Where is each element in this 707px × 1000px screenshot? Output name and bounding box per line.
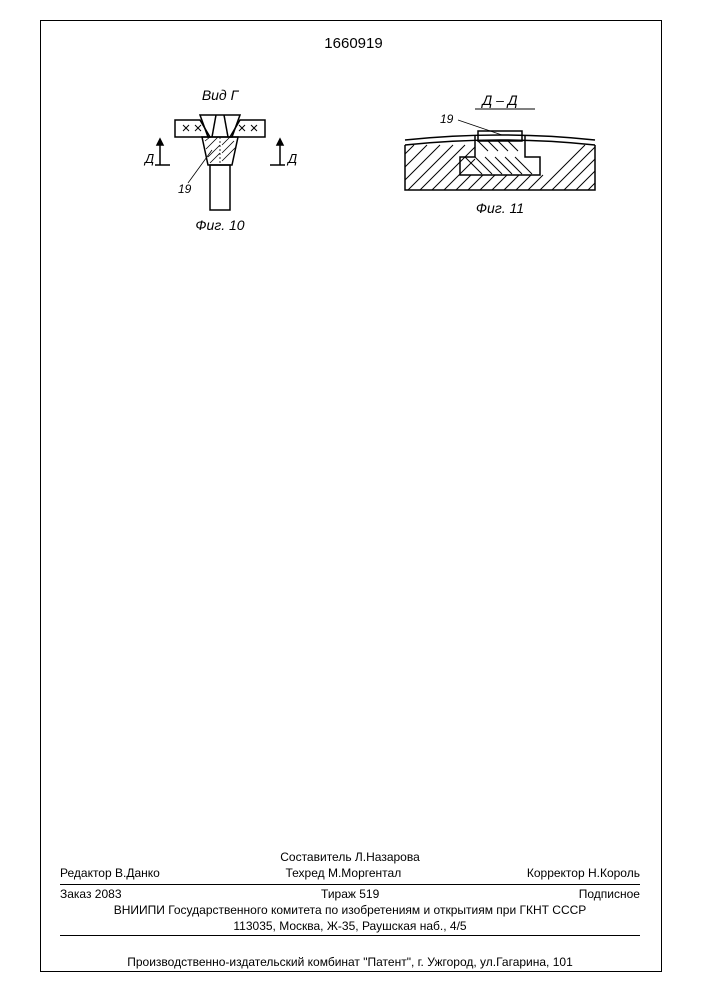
section-letter-left: Д bbox=[143, 151, 154, 166]
fig11-caption: Фиг. 11 bbox=[476, 200, 524, 216]
credits-block: Составитель Л.Назарова Редактор В.Данко … bbox=[60, 850, 640, 938]
divider-1 bbox=[60, 884, 640, 885]
document-number: 1660919 bbox=[0, 35, 707, 52]
compiler: Составитель Л.Назарова bbox=[60, 850, 640, 864]
corrector: Корректор Н.Король bbox=[527, 866, 640, 880]
organization-line2: 113035, Москва, Ж-35, Раушская наб., 4/5 bbox=[60, 919, 640, 933]
fig10-caption: Фиг. 10 bbox=[195, 217, 244, 233]
divider-2 bbox=[60, 935, 640, 936]
figures-svg: Вид Г bbox=[40, 85, 660, 285]
fig11-ref19: 19 bbox=[440, 112, 454, 126]
fig11-title: Д – Д bbox=[480, 92, 517, 108]
tech-editor: Техред М.Моргентал bbox=[285, 866, 401, 880]
subscription: Подписное bbox=[579, 887, 640, 901]
print-run: Тираж 519 bbox=[321, 887, 379, 901]
fig10-title: Вид Г bbox=[202, 87, 240, 103]
order-number: Заказ 2083 bbox=[60, 887, 122, 901]
organization-line1: ВНИИПИ Государственного комитета по изоб… bbox=[60, 903, 640, 917]
figure-10: Вид Г bbox=[143, 87, 297, 233]
section-letter-right: Д bbox=[286, 151, 297, 166]
fig10-ref19: 19 bbox=[178, 182, 192, 196]
footer-line: Производственно-издательский комбинат "П… bbox=[60, 955, 640, 969]
figures-area: Вид Г bbox=[40, 85, 660, 290]
editor: Редактор В.Данко bbox=[60, 866, 160, 880]
figure-11: Д – Д bbox=[405, 92, 595, 216]
